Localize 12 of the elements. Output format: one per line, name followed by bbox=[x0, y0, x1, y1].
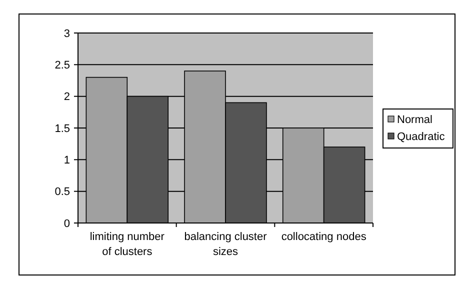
x-tick-label: collocating nodes bbox=[281, 231, 367, 243]
x-tick-label: balancing cluster sizes bbox=[184, 231, 268, 258]
y-tick-label: 1 bbox=[64, 154, 70, 167]
y-tick-label: 2 bbox=[64, 91, 70, 104]
y-tick-label: 0 bbox=[64, 218, 70, 230]
y-tick-label: 3 bbox=[64, 28, 70, 40]
legend-label: Quadratic bbox=[397, 130, 446, 143]
y-tick-label: 2.5 bbox=[54, 60, 70, 72]
y-tick-label: 0.5 bbox=[54, 186, 70, 198]
legend-label: Normal bbox=[397, 114, 432, 126]
x-tick-label: limiting number of clusters bbox=[90, 231, 165, 258]
y-tick-label: 1.5 bbox=[54, 122, 70, 135]
